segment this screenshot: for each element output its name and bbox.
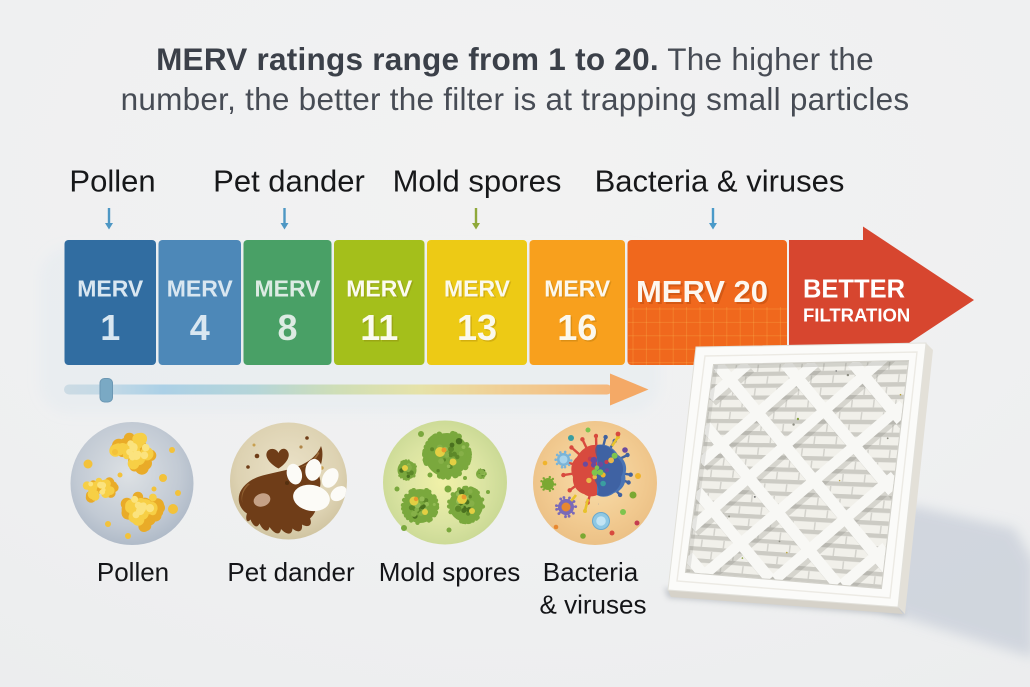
svg-text:Pollen: Pollen (97, 557, 169, 587)
svg-text:number, the better the filter: number, the better the filter is at trap… (121, 81, 910, 117)
svg-text:MERV: MERV (546, 277, 613, 303)
svg-text:11: 11 (360, 307, 398, 348)
svg-text:MERV: MERV (445, 277, 512, 303)
svg-text:8: 8 (277, 307, 297, 348)
svg-text:MERV: MERV (544, 276, 611, 302)
svg-text:MERV: MERV (444, 276, 511, 302)
svg-text:Pet dander: Pet dander (227, 557, 355, 587)
svg-text:BETTER: BETTER (803, 276, 905, 304)
svg-text:Pollen: Pollen (69, 164, 155, 199)
svg-text:MERV 20: MERV 20 (638, 276, 770, 311)
svg-text:16: 16 (559, 309, 599, 350)
svg-text:4: 4 (190, 307, 210, 348)
svg-text:13: 13 (457, 307, 497, 348)
svg-text:Pet dander: Pet dander (213, 164, 365, 199)
svg-text:MERV: MERV (346, 276, 413, 302)
svg-text:MERV: MERV (77, 276, 144, 302)
svg-text:Mold spores: Mold spores (393, 164, 562, 199)
svg-text:13: 13 (458, 309, 498, 350)
svg-text:FILTRATION: FILTRATION (803, 305, 910, 326)
svg-text:11: 11 (362, 309, 400, 350)
svg-text:1: 1 (100, 307, 120, 348)
svg-text:Mold spores: Mold spores (379, 557, 521, 587)
svg-text:Bacteria & viruses: Bacteria & viruses (595, 164, 845, 199)
svg-text:MERV: MERV (167, 276, 234, 302)
svg-text:MERV: MERV (348, 277, 415, 303)
svg-text:MERV 20: MERV 20 (636, 274, 768, 309)
svg-text:16: 16 (557, 307, 597, 348)
svg-text:& viruses: & viruses (540, 590, 647, 620)
svg-text:Bacteria: Bacteria (543, 557, 639, 587)
svg-text:MERV: MERV (254, 276, 321, 302)
svg-text:MERV ratings range from 1 to 2: MERV ratings range from 1 to 20. The hig… (156, 41, 874, 77)
